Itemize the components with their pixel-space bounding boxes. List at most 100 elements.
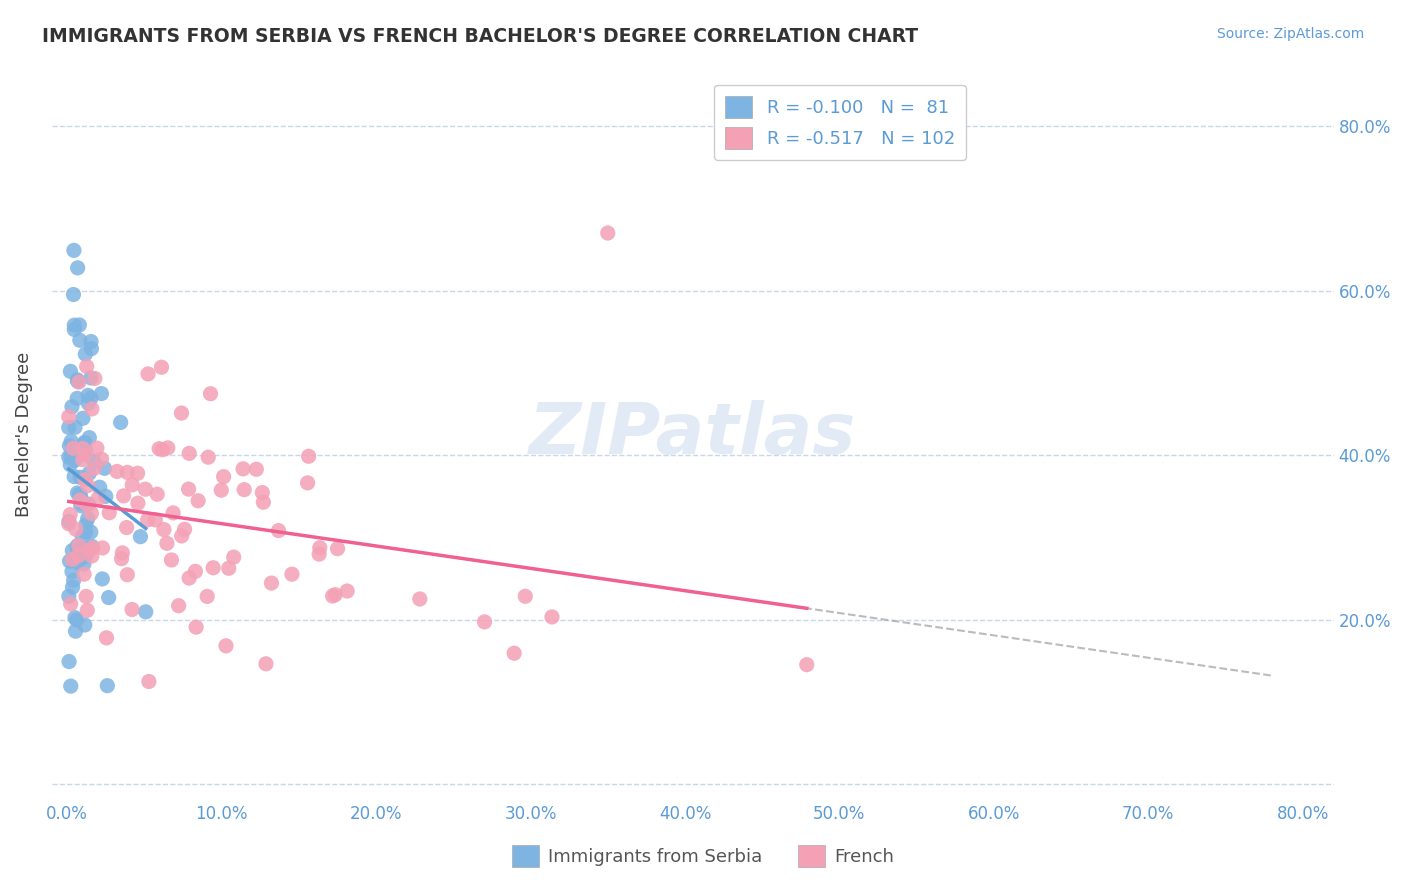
Point	[121, 478, 143, 492]
Point	[73, 473, 96, 487]
Point	[73, 567, 96, 582]
Point	[90, 452, 112, 467]
Point	[308, 547, 330, 561]
Point	[170, 406, 193, 420]
Point	[73, 435, 96, 450]
Point	[62, 574, 84, 588]
Point	[173, 522, 195, 536]
Point	[326, 541, 349, 556]
Point	[83, 454, 105, 468]
Point	[86, 441, 108, 455]
Point	[98, 506, 121, 520]
Point	[82, 541, 104, 555]
Point	[233, 483, 256, 497]
Point	[63, 610, 86, 624]
Point	[127, 467, 149, 481]
Point	[58, 516, 80, 531]
Point	[150, 360, 173, 375]
Point	[136, 367, 159, 381]
Point	[67, 375, 90, 389]
Point	[112, 489, 135, 503]
Point	[62, 287, 84, 301]
Point	[72, 446, 94, 460]
Point	[503, 646, 526, 660]
Point	[127, 496, 149, 510]
Point	[73, 557, 96, 571]
Text: ZIPatlas: ZIPatlas	[529, 401, 856, 469]
Point	[177, 482, 200, 496]
Text: Source: ZipAtlas.com: Source: ZipAtlas.com	[1216, 27, 1364, 41]
Point	[117, 466, 139, 480]
Point	[62, 442, 84, 456]
Point	[69, 499, 91, 513]
Point	[323, 588, 346, 602]
Point	[62, 580, 84, 594]
Point	[72, 530, 94, 544]
Point	[76, 359, 98, 374]
Point	[596, 226, 619, 240]
Point	[156, 441, 179, 455]
Point	[94, 489, 117, 503]
Point	[245, 462, 267, 476]
Point	[222, 550, 245, 565]
Point	[80, 371, 103, 385]
Point	[66, 374, 89, 388]
Point	[59, 364, 82, 378]
Point	[135, 605, 157, 619]
Point	[80, 401, 103, 416]
Point	[75, 347, 97, 361]
Point	[91, 572, 114, 586]
Point	[134, 482, 156, 496]
Point	[69, 493, 91, 508]
Point	[80, 391, 103, 405]
Point	[89, 480, 111, 494]
Point	[67, 549, 90, 563]
Point	[76, 511, 98, 525]
Point	[252, 495, 274, 509]
Point	[187, 493, 209, 508]
Legend: Immigrants from Serbia, French: Immigrants from Serbia, French	[505, 838, 901, 874]
Point	[66, 539, 89, 553]
Point	[541, 610, 564, 624]
Point	[474, 615, 496, 629]
Point	[77, 467, 100, 481]
Point	[59, 458, 82, 472]
Point	[184, 565, 207, 579]
Point	[58, 655, 80, 669]
Point	[66, 540, 89, 554]
Point	[63, 469, 86, 483]
Point	[58, 554, 80, 568]
Point	[83, 461, 105, 475]
Point	[167, 599, 190, 613]
Point	[202, 560, 225, 574]
Point	[93, 461, 115, 475]
Point	[90, 386, 112, 401]
Point	[59, 508, 82, 522]
Point	[80, 549, 103, 563]
Point	[66, 392, 89, 406]
Point	[72, 452, 94, 467]
Point	[70, 496, 93, 510]
Point	[76, 478, 98, 492]
Point	[117, 567, 139, 582]
Point	[87, 491, 110, 506]
Point	[70, 548, 93, 562]
Point	[80, 540, 103, 554]
Point	[65, 624, 87, 639]
Point	[66, 486, 89, 500]
Point	[76, 497, 98, 511]
Point	[298, 450, 321, 464]
Point	[80, 525, 103, 540]
Point	[65, 613, 87, 627]
Point	[170, 529, 193, 543]
Point	[96, 631, 118, 645]
Point	[200, 386, 222, 401]
Point	[59, 597, 82, 611]
Legend: R = -0.100   N =  81, R = -0.517   N = 102: R = -0.100 N = 81, R = -0.517 N = 102	[714, 85, 966, 160]
Point	[66, 556, 89, 570]
Point	[69, 488, 91, 502]
Point	[76, 603, 98, 617]
Point	[110, 416, 132, 430]
Point	[63, 318, 86, 333]
Point	[58, 439, 80, 453]
